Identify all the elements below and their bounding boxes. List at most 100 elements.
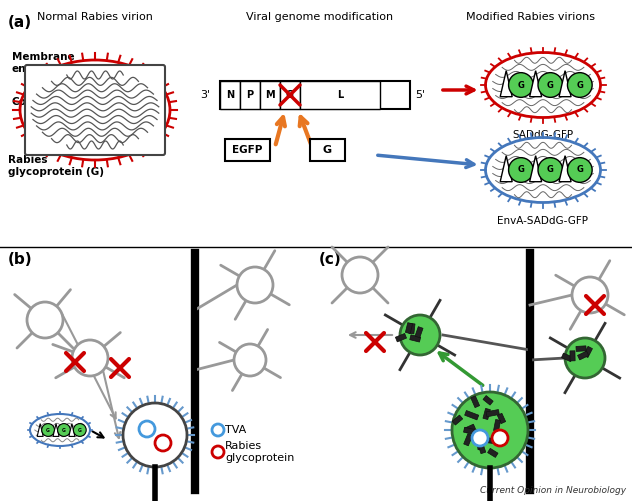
Bar bbox=[220, 81, 410, 109]
Circle shape bbox=[237, 267, 273, 303]
Text: G: G bbox=[547, 165, 554, 174]
Bar bbox=[465, 410, 478, 420]
Bar bbox=[300, 81, 380, 109]
Bar bbox=[405, 323, 413, 334]
Circle shape bbox=[212, 424, 224, 436]
Polygon shape bbox=[500, 71, 512, 97]
Circle shape bbox=[27, 302, 63, 338]
Text: Viral genome modification: Viral genome modification bbox=[246, 12, 394, 22]
Text: EnvA-SADdG-GFP: EnvA-SADdG-GFP bbox=[497, 215, 588, 225]
Text: G: G bbox=[518, 165, 525, 174]
Text: EGFP: EGFP bbox=[233, 145, 263, 155]
Bar bbox=[410, 335, 421, 342]
Bar bbox=[576, 346, 586, 351]
Circle shape bbox=[509, 73, 533, 97]
Bar bbox=[220, 81, 240, 109]
Bar bbox=[478, 441, 486, 454]
Text: (a): (a) bbox=[8, 15, 32, 30]
Circle shape bbox=[509, 158, 533, 182]
Text: L: L bbox=[337, 90, 343, 100]
Bar bbox=[280, 81, 300, 109]
Circle shape bbox=[568, 73, 592, 97]
Bar bbox=[225, 139, 270, 161]
Text: (b): (b) bbox=[8, 252, 33, 267]
Text: G: G bbox=[323, 145, 332, 155]
Circle shape bbox=[234, 344, 266, 376]
Text: Rabies
glycoprotein (G): Rabies glycoprotein (G) bbox=[8, 155, 104, 176]
Circle shape bbox=[492, 430, 508, 446]
Polygon shape bbox=[53, 424, 59, 436]
Bar bbox=[497, 413, 506, 424]
Circle shape bbox=[342, 257, 378, 293]
Text: G: G bbox=[62, 427, 66, 432]
FancyBboxPatch shape bbox=[25, 65, 165, 155]
Bar bbox=[464, 434, 473, 446]
Circle shape bbox=[42, 424, 54, 436]
Text: Normal Rabies virion: Normal Rabies virion bbox=[37, 12, 153, 22]
Bar bbox=[483, 396, 493, 405]
Bar bbox=[240, 81, 260, 109]
Polygon shape bbox=[500, 156, 512, 182]
Text: SADdG-GFP: SADdG-GFP bbox=[513, 130, 574, 140]
Bar bbox=[396, 334, 406, 342]
Circle shape bbox=[572, 277, 608, 313]
Text: G: G bbox=[46, 427, 50, 432]
Polygon shape bbox=[69, 424, 75, 436]
Bar bbox=[494, 419, 501, 431]
Circle shape bbox=[538, 158, 562, 182]
Text: (c): (c) bbox=[319, 252, 342, 267]
Bar bbox=[487, 438, 502, 444]
Circle shape bbox=[123, 403, 187, 467]
Text: N: N bbox=[226, 90, 234, 100]
Bar bbox=[260, 81, 280, 109]
Polygon shape bbox=[559, 156, 571, 182]
Bar bbox=[415, 327, 423, 338]
Text: Current Opinion in Neurobiology: Current Opinion in Neurobiology bbox=[480, 486, 626, 495]
Text: M: M bbox=[265, 90, 275, 100]
Circle shape bbox=[452, 392, 528, 468]
Text: G: G bbox=[576, 81, 583, 90]
Polygon shape bbox=[530, 71, 542, 97]
Circle shape bbox=[72, 340, 108, 376]
Bar bbox=[486, 409, 499, 417]
Bar bbox=[471, 396, 480, 408]
Circle shape bbox=[472, 430, 488, 446]
Text: Core: Core bbox=[12, 97, 39, 107]
Circle shape bbox=[155, 435, 171, 451]
Bar bbox=[583, 346, 592, 358]
Text: Rabies
glycoprotein: Rabies glycoprotein bbox=[225, 441, 295, 463]
Bar bbox=[570, 351, 575, 361]
Text: G: G bbox=[576, 165, 583, 174]
Bar bbox=[452, 415, 463, 425]
Circle shape bbox=[565, 338, 605, 378]
Circle shape bbox=[568, 158, 592, 182]
Text: G: G bbox=[78, 427, 82, 432]
Bar bbox=[409, 323, 415, 334]
Text: G: G bbox=[547, 81, 554, 90]
Bar bbox=[561, 353, 573, 362]
Text: P: P bbox=[246, 90, 253, 100]
Circle shape bbox=[400, 315, 440, 355]
Circle shape bbox=[139, 421, 155, 437]
Text: 5': 5' bbox=[415, 90, 425, 100]
Bar bbox=[463, 427, 478, 435]
Polygon shape bbox=[37, 424, 43, 436]
Polygon shape bbox=[559, 71, 571, 97]
Text: 3': 3' bbox=[200, 90, 210, 100]
Bar bbox=[310, 139, 345, 161]
Bar bbox=[483, 408, 490, 419]
Circle shape bbox=[58, 424, 70, 436]
Bar bbox=[465, 424, 475, 433]
Bar bbox=[578, 351, 589, 360]
Polygon shape bbox=[530, 156, 542, 182]
Text: Modified Rabies virions: Modified Rabies virions bbox=[466, 12, 595, 22]
Circle shape bbox=[538, 73, 562, 97]
Circle shape bbox=[212, 446, 224, 458]
Text: G: G bbox=[518, 81, 525, 90]
Bar bbox=[477, 438, 483, 450]
Circle shape bbox=[73, 424, 86, 436]
Text: G: G bbox=[286, 90, 294, 100]
Text: Membrane
envelope: Membrane envelope bbox=[12, 52, 75, 74]
Text: TVA: TVA bbox=[225, 425, 246, 435]
Bar bbox=[488, 448, 498, 457]
